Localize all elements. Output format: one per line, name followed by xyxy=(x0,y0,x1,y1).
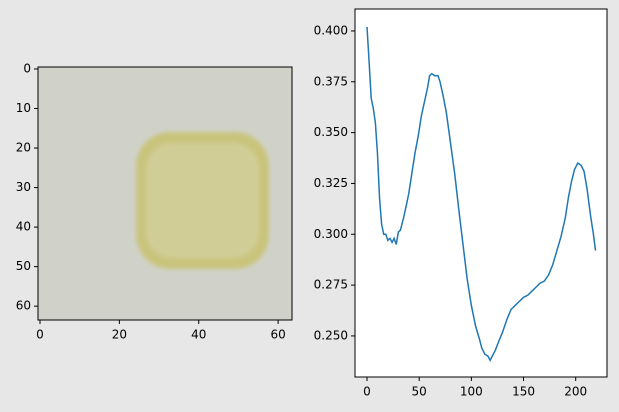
x-tick-label: 200 xyxy=(564,385,587,399)
y-tick-label: 0.275 xyxy=(314,278,348,292)
x-tick-label: 150 xyxy=(512,385,535,399)
y-tick-label: 0 xyxy=(23,61,31,75)
y-tick-label: 10 xyxy=(16,101,31,115)
y-tick-label: 0.250 xyxy=(314,328,348,342)
y-tick-label: 0.350 xyxy=(314,125,348,139)
x-tick-label: 50 xyxy=(412,385,427,399)
y-tick-label: 50 xyxy=(16,259,31,273)
image-content xyxy=(38,67,292,320)
axes-frame xyxy=(354,8,608,378)
y-tick-label: 60 xyxy=(16,299,31,313)
data-line xyxy=(366,26,597,362)
y-tick-label: 40 xyxy=(16,220,31,234)
x-tick-label: 100 xyxy=(460,385,483,399)
y-tick-label: 0.400 xyxy=(314,23,348,37)
x-tick-label: 60 xyxy=(270,328,285,342)
y-tick-label: 0.325 xyxy=(314,176,348,190)
y-tick-label: 20 xyxy=(16,141,31,155)
ring-inner xyxy=(146,143,259,258)
x-tick-label: 0 xyxy=(36,328,44,342)
x-tick-label: 40 xyxy=(191,328,206,342)
y-tick-label: 0.300 xyxy=(314,227,348,241)
y-tick-label: 0.375 xyxy=(314,74,348,88)
plot-background xyxy=(355,9,607,377)
x-tick-label: 0 xyxy=(363,385,371,399)
axes-frame xyxy=(37,66,293,321)
x-tick-label: 20 xyxy=(112,328,127,342)
y-tick-label: 30 xyxy=(16,180,31,194)
